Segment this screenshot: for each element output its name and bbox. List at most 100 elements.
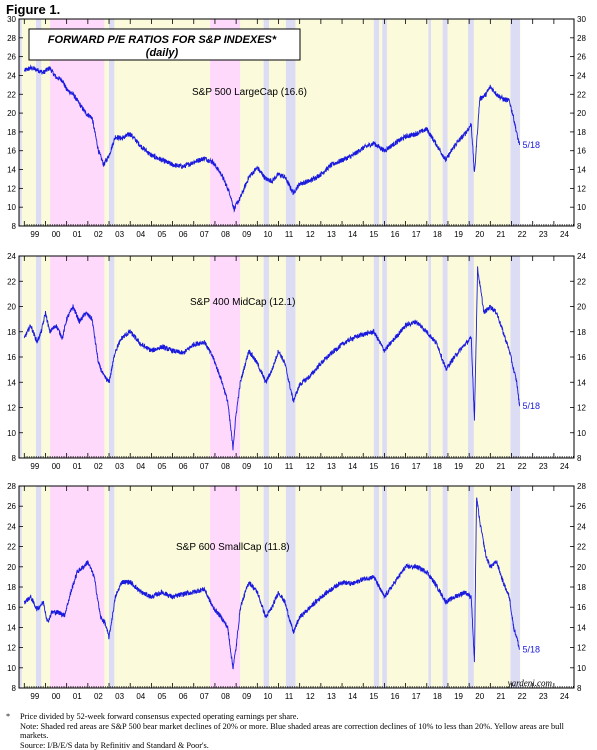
y-tick-label-left: 16 <box>7 353 16 362</box>
y-tick-label-right: 24 <box>577 71 586 80</box>
y-tick-label-left: 28 <box>7 482 16 491</box>
footnote-text: Price divided by 52-week forward consens… <box>20 712 299 721</box>
y-tick-label-right: 14 <box>577 623 586 632</box>
y-tick-label-left: 22 <box>7 90 16 99</box>
bear-market-band <box>210 486 241 688</box>
y-tick-label-left: 14 <box>7 378 16 387</box>
y-tick-label-left: 28 <box>7 34 16 43</box>
y-tick-label-left: 20 <box>7 303 16 312</box>
y-tick-label-right: 24 <box>577 252 586 261</box>
panel-label: S&P 600 SmallCap (11.8) <box>176 542 290 553</box>
credit-label: yardeni.com <box>507 678 553 688</box>
y-tick-label-left: 20 <box>7 563 16 572</box>
y-tick-label-left: 18 <box>7 128 16 137</box>
x-tick-label: 07 <box>200 230 209 239</box>
future-area <box>520 256 574 458</box>
x-tick-label: 00 <box>52 692 61 701</box>
y-tick-label-left: 20 <box>7 109 16 118</box>
future-area <box>520 19 574 226</box>
x-tick-label: 23 <box>539 462 548 471</box>
correction-band <box>382 19 387 226</box>
y-tick-label-left: 18 <box>7 328 16 337</box>
x-tick-label: 24 <box>560 230 569 239</box>
x-tick-label: 20 <box>475 230 484 239</box>
y-tick-label-right: 10 <box>577 203 586 212</box>
y-tick-label-left: 10 <box>7 203 16 212</box>
y-tick-label-right: 30 <box>577 15 586 24</box>
panel-label: S&P 400 MidCap (12.1) <box>190 297 295 308</box>
y-tick-label-right: 8 <box>577 454 582 463</box>
end-date-label: 5/18 <box>523 645 541 655</box>
end-date-label: 5/18 <box>523 401 541 411</box>
x-tick-label: 10 <box>263 230 272 239</box>
y-tick-label-left: 8 <box>12 684 17 693</box>
x-tick-label: 20 <box>475 462 484 471</box>
x-tick-label: 16 <box>391 692 400 701</box>
x-tick-label: 00 <box>52 230 61 239</box>
y-tick-label-left: 14 <box>7 166 16 175</box>
chart-subtitle: (daily) <box>146 47 179 59</box>
x-tick-label: 06 <box>179 230 188 239</box>
x-tick-label: 04 <box>136 230 145 239</box>
x-tick-label: 02 <box>94 692 103 701</box>
x-tick-label: 05 <box>158 462 167 471</box>
footnote-3: Source: I/B/E/S data by Refinitiv and St… <box>6 741 591 750</box>
x-tick-label: 08 <box>221 462 230 471</box>
x-tick-label: 24 <box>560 692 569 701</box>
correction-band <box>428 256 432 458</box>
correction-band <box>109 486 115 688</box>
x-tick-label: 07 <box>200 462 209 471</box>
y-tick-label-right: 28 <box>577 482 586 491</box>
y-tick-label-right: 12 <box>577 184 586 193</box>
y-tick-label-right: 14 <box>577 378 586 387</box>
x-tick-label: 03 <box>115 462 124 471</box>
end-date-label: 5/18 <box>523 140 541 150</box>
y-tick-label-right: 22 <box>577 543 586 552</box>
y-tick-label-right: 12 <box>577 404 586 413</box>
x-tick-label: 23 <box>539 692 548 701</box>
y-tick-label-left: 12 <box>7 644 16 653</box>
x-tick-label: 08 <box>221 230 230 239</box>
footnote-text: Note: Shaded red areas are S&P 500 bear … <box>20 721 564 741</box>
y-tick-label-left: 10 <box>7 664 16 673</box>
y-tick-label-left: 30 <box>7 15 16 24</box>
x-tick-label: 11 <box>285 230 294 239</box>
bear-market-band <box>50 256 105 458</box>
y-tick-label-right: 8 <box>577 222 582 231</box>
x-tick-label: 06 <box>179 462 188 471</box>
x-tick-label: 07 <box>200 692 209 701</box>
footnote-2: Note: Shaded red areas are S&P 500 bear … <box>6 722 591 741</box>
y-tick-label-right: 14 <box>577 166 586 175</box>
chart-panel-2: 8 8 10 10 12 12 14 14 16 16 18 18 20 20 22 22 24 24 99 00 01… <box>7 252 586 471</box>
footnotes: * Price divided by 52-week forward conse… <box>6 712 591 750</box>
x-tick-label: 14 <box>348 692 357 701</box>
figure-label: Figure 1. <box>6 2 61 17</box>
x-tick-label: 17 <box>412 230 421 239</box>
x-tick-label: 08 <box>221 692 230 701</box>
y-tick-label-left: 16 <box>7 603 16 612</box>
y-tick-label-right: 18 <box>577 583 586 592</box>
x-tick-label: 18 <box>433 462 442 471</box>
y-tick-label-right: 12 <box>577 644 586 653</box>
y-tick-label-left: 18 <box>7 583 16 592</box>
future-area <box>520 486 574 688</box>
x-tick-label: 19 <box>454 462 463 471</box>
x-tick-label: 13 <box>327 230 336 239</box>
x-tick-label: 02 <box>94 462 103 471</box>
chart-panel-3: 8 8 10 10 12 12 14 14 16 16 18 18 20 20 22 22 24 24 26 26 28… <box>7 482 586 701</box>
y-tick-label-right: 18 <box>577 328 586 337</box>
correction-band <box>35 486 42 688</box>
y-tick-label-left: 26 <box>7 502 16 511</box>
chart-panel-1: 8 8 10 10 12 12 14 14 16 16 18 18 20 20 22 22 24 24 26 26 28… <box>7 15 586 239</box>
x-tick-label: 05 <box>158 230 167 239</box>
correction-band <box>442 486 448 688</box>
x-tick-label: 03 <box>115 692 124 701</box>
x-tick-label: 18 <box>433 692 442 701</box>
x-tick-label: 16 <box>391 462 400 471</box>
x-tick-label: 21 <box>496 692 505 701</box>
x-tick-label: 04 <box>136 462 145 471</box>
x-tick-label: 22 <box>518 692 527 701</box>
x-tick-label: 02 <box>94 230 103 239</box>
series-line <box>23 497 520 670</box>
y-tick-label-right: 28 <box>577 34 586 43</box>
